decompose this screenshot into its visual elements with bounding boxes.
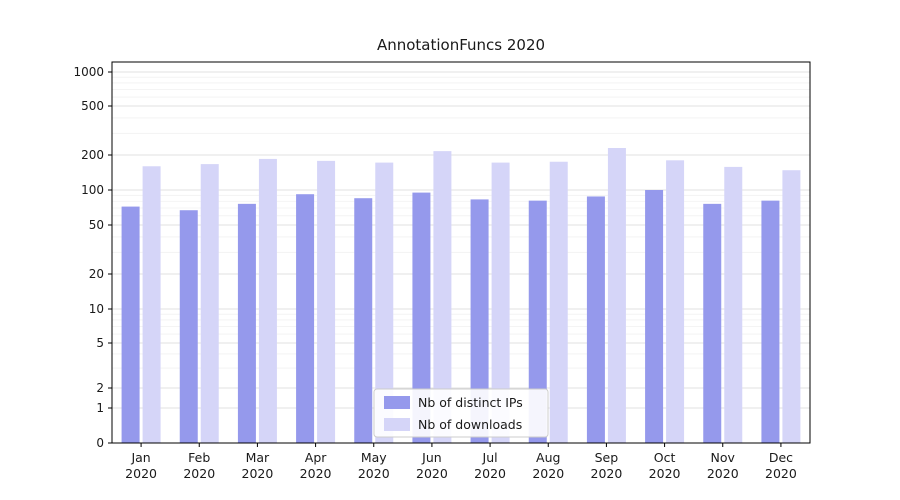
x-tick-label-month: Jul [482,450,498,465]
bar-ips-feb [179,210,198,443]
x-tick-label-year: 2020 [707,466,739,481]
x-tick-label-month: Nov [711,450,736,465]
bar-ips-nov [703,203,722,443]
legend-swatch-ips [384,396,410,409]
legend-label-ips: Nb of distinct IPs [418,395,523,410]
bar-downloads-oct [666,160,685,443]
bar-ips-aug [528,200,547,443]
bar-ips-jul [470,199,489,443]
y-tick-label: 2 [96,381,104,395]
x-tick-label-month: Mar [246,450,270,465]
x-tick-label-year: 2020 [300,466,332,481]
x-tick-label-year: 2020 [416,466,448,481]
bar-ips-may [354,198,373,443]
y-tick-label: 500 [81,99,104,113]
bar-downloads-jan [142,166,161,443]
x-tick-label-month: Jan [130,450,150,465]
x-tick-label-year: 2020 [532,466,564,481]
legend-label-downloads: Nb of downloads [418,417,522,432]
bar-downloads-mar [258,158,277,443]
x-tick-label-year: 2020 [358,466,390,481]
x-tick-label-month: Aug [536,450,560,465]
bar-downloads-nov [724,166,743,443]
bar-downloads-jul [491,162,510,443]
x-tick-label-month: Apr [305,450,327,465]
bar-downloads-jun [433,151,452,443]
y-tick-label: 50 [89,218,104,232]
bar-ips-oct [645,190,664,443]
x-tick-label-year: 2020 [125,466,157,481]
y-tick-label: 100 [81,183,104,197]
legend-box [373,388,549,438]
y-tick-label: 0 [96,436,104,450]
plot-border [111,61,811,444]
x-tick-label-year: 2020 [242,466,274,481]
bar-downloads-may [375,162,394,443]
bar-ips-jan [121,206,140,443]
bar-downloads-dec [782,170,801,443]
y-tick-label: 20 [89,267,104,281]
y-tick-label: 1000 [73,65,104,79]
bar-ips-apr [296,194,315,443]
x-tick-label-month: Jun [421,450,442,465]
x-tick-label-year: 2020 [649,466,681,481]
bar-downloads-feb [200,164,219,443]
x-tick-label-month: Sep [595,450,619,465]
x-tick-label-month: Dec [769,450,793,465]
y-tick-label: 200 [81,148,104,162]
legend-swatch-downloads [384,418,410,431]
x-tick-label-year: 2020 [474,466,506,481]
y-tick-label: 10 [89,302,104,316]
bar-downloads-sep [607,147,626,443]
x-tick-label-year: 2020 [765,466,797,481]
x-tick-label-month: Oct [654,450,676,465]
x-tick-label-month: Feb [188,450,210,465]
bar-ips-jun [412,192,431,443]
x-tick-label-year: 2020 [591,466,623,481]
bar-downloads-apr [317,160,336,444]
bar-ips-dec [761,200,780,443]
y-tick-label: 1 [96,401,104,415]
x-tick-label-month: May [361,450,387,465]
bar-ips-sep [586,196,605,443]
x-tick-label-year: 2020 [183,466,215,481]
bar-downloads-aug [549,161,568,443]
chart-title: AnnotationFuncs 2020 [376,36,546,54]
y-tick-label: 5 [96,336,104,350]
bar-ips-mar [237,203,256,443]
